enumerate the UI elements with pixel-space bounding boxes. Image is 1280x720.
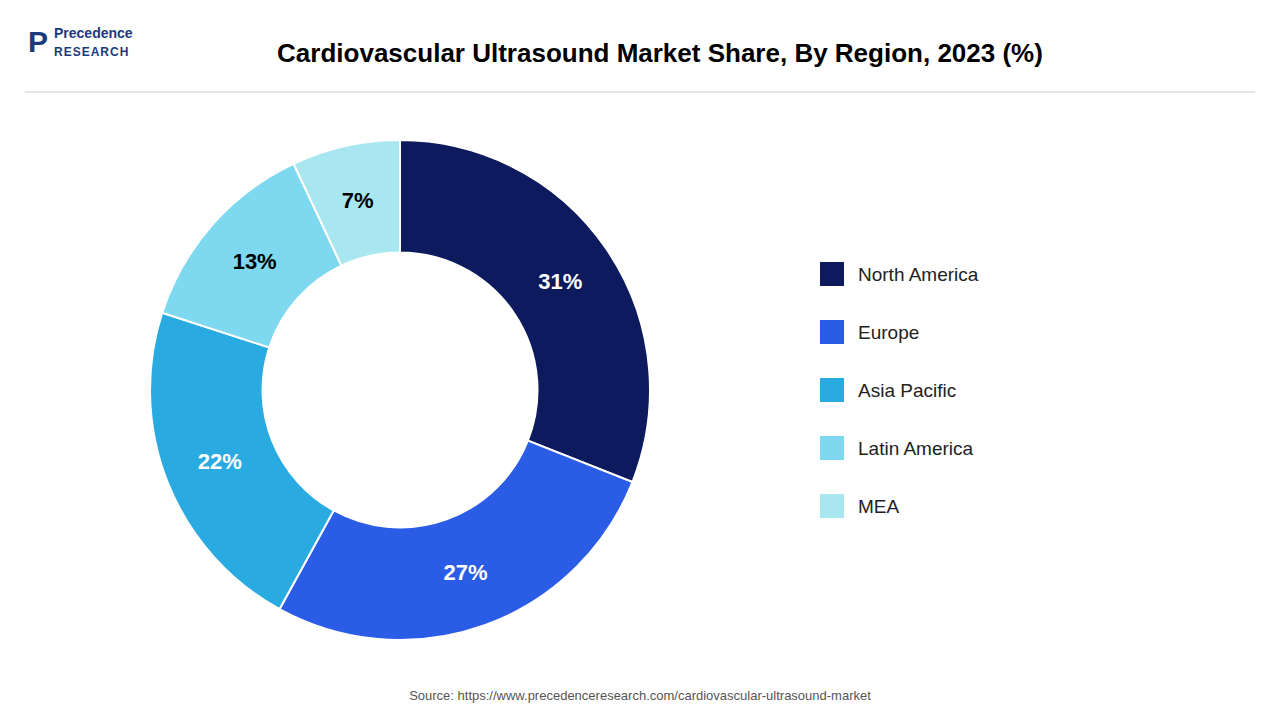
- donut-slice: [400, 140, 650, 482]
- source-note: Source: https://www.precedenceresearch.c…: [409, 688, 871, 703]
- logo-text: RESEARCH: [54, 45, 129, 59]
- logo-icon: P: [28, 25, 48, 58]
- logo-text: Precedence: [54, 25, 133, 41]
- legend-label: North America: [858, 264, 979, 285]
- data-label: 7%: [342, 188, 374, 213]
- chart-container: P Precedence RESEARCH Cardiovascular Ultras…: [0, 0, 1280, 720]
- title-rule: [25, 92, 1255, 93]
- donut-slice: [150, 313, 334, 609]
- data-label: 13%: [233, 249, 277, 274]
- legend-swatch: [820, 262, 844, 286]
- legend: North America Europe Asia Pacific Latin Ame…: [820, 262, 979, 518]
- legend-label: Asia Pacific: [858, 380, 956, 401]
- chart-title: Cardiovascular Ultrasound Market Share, …: [277, 38, 1043, 68]
- legend-label: Latin America: [858, 438, 974, 459]
- chart-svg: P Precedence RESEARCH Cardiovascular Ultras…: [0, 0, 1280, 720]
- legend-label: MEA: [858, 496, 900, 517]
- donut-slice: [294, 140, 400, 266]
- data-label: 31%: [538, 269, 582, 294]
- slices: [150, 140, 650, 640]
- legend-swatch: [820, 494, 844, 518]
- data-label: 22%: [198, 449, 242, 474]
- donut-slice: [280, 441, 633, 640]
- legend-swatch: [820, 436, 844, 460]
- legend-label: Europe: [858, 322, 919, 343]
- legend-swatch: [820, 320, 844, 344]
- data-label: 27%: [444, 560, 488, 585]
- background: [0, 0, 1280, 720]
- data-labels: 31% 27% 22% 13% 7%: [198, 188, 582, 584]
- legend-swatch: [820, 378, 844, 402]
